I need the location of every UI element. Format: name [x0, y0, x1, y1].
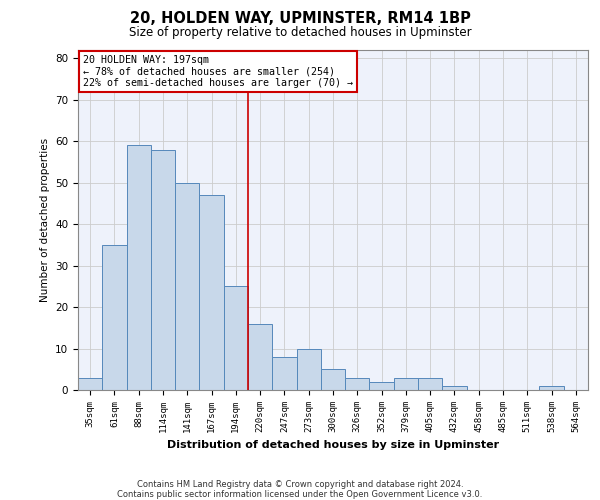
Bar — [442, 386, 467, 390]
Bar — [418, 378, 442, 390]
Text: 20, HOLDEN WAY, UPMINSTER, RM14 1BP: 20, HOLDEN WAY, UPMINSTER, RM14 1BP — [130, 11, 470, 26]
Text: 20 HOLDEN WAY: 197sqm
← 78% of detached houses are smaller (254)
22% of semi-det: 20 HOLDEN WAY: 197sqm ← 78% of detached … — [83, 55, 353, 88]
Bar — [151, 150, 175, 390]
Bar — [272, 357, 296, 390]
Bar — [248, 324, 272, 390]
Bar — [199, 195, 224, 390]
Bar — [321, 370, 345, 390]
X-axis label: Distribution of detached houses by size in Upminster: Distribution of detached houses by size … — [167, 440, 499, 450]
Bar — [127, 146, 151, 390]
Y-axis label: Number of detached properties: Number of detached properties — [40, 138, 50, 302]
Text: Size of property relative to detached houses in Upminster: Size of property relative to detached ho… — [128, 26, 472, 39]
Bar — [78, 378, 102, 390]
Bar — [224, 286, 248, 390]
Bar — [296, 348, 321, 390]
Bar — [370, 382, 394, 390]
Bar — [394, 378, 418, 390]
Bar — [539, 386, 564, 390]
Bar — [345, 378, 370, 390]
Bar — [102, 245, 127, 390]
Bar — [175, 182, 199, 390]
Text: Contains HM Land Registry data © Crown copyright and database right 2024.
Contai: Contains HM Land Registry data © Crown c… — [118, 480, 482, 499]
